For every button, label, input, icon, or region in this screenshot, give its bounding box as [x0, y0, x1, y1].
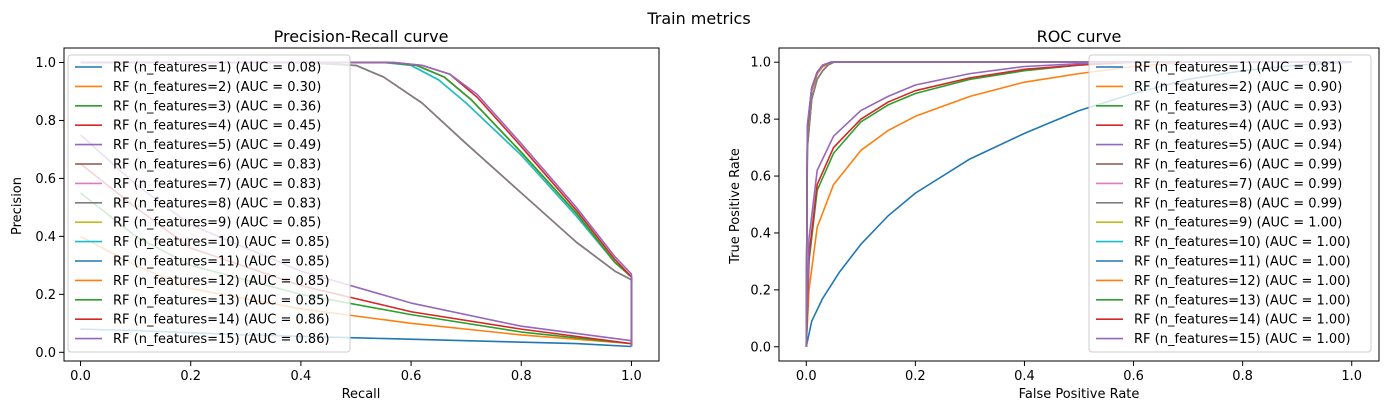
legend-entry: RF (n_features=11) (AUC = 0.85) [113, 255, 330, 270]
legend-entry: RF (n_features=12) (AUC = 0.85) [113, 274, 330, 289]
y-tick-label: 0.8 [35, 114, 56, 129]
legend-entry: RF (n_features=12) (AUC = 1.00) [1134, 274, 1351, 289]
legend-box [1088, 54, 1372, 353]
y-tick-label: 0.0 [35, 346, 56, 361]
roc-series [805, 61, 1352, 347]
x-tick-label: 0.6 [1123, 369, 1144, 384]
y-tick-label: 0.4 [750, 226, 771, 241]
roc-panel: ROC curve 0.0 0.2 0.4 0.6 0.8 1.0 0.0 0.2 0.4 0.6… [728, 27, 1380, 402]
legend-entry: RF (n_features=13) (AUC = 1.00) [1134, 293, 1351, 308]
series-line-4 [805, 61, 1352, 347]
x-tick-label: 0.2 [180, 369, 201, 384]
legend-entry: RF (n_features=5) (AUC = 0.94) [1134, 138, 1342, 153]
y-tick-label: 0.0 [750, 340, 771, 355]
series-line-15 [805, 61, 1352, 347]
legend-entry: RF (n_features=8) (AUC = 0.83) [113, 196, 321, 211]
legend-entry: RF (n_features=3) (AUC = 0.93) [1134, 99, 1342, 114]
legend-entry: RF (n_features=14) (AUC = 1.00) [1134, 313, 1351, 328]
legend-entry: RF (n_features=4) (AUC = 0.93) [1134, 119, 1342, 134]
x-tick-label: 0.4 [291, 369, 312, 384]
legend-entry: RF (n_features=2) (AUC = 0.30) [113, 80, 321, 95]
legend-entry: RF (n_features=3) (AUC = 0.36) [113, 99, 321, 114]
series-line-5 [805, 61, 1352, 347]
legend-entry: RF (n_features=11) (AUC = 1.00) [1134, 255, 1351, 270]
x-tick-label: 1.0 [621, 369, 642, 384]
x-tick-label: 0.4 [1014, 369, 1035, 384]
precision-recall-ticks: 0.0 0.2 0.4 0.6 0.8 1.0 0.0 0.2 0.4 0.6 0.8 1.0 [35, 56, 641, 384]
roc-legend: RF (n_features=1) (AUC = 0.81) RF (n_feat… [1088, 54, 1372, 353]
legend-entry: RF (n_features=2) (AUC = 0.90) [1134, 80, 1342, 95]
legend-entry: RF (n_features=6) (AUC = 0.83) [113, 158, 321, 173]
legend-entry: RF (n_features=13) (AUC = 0.85) [113, 293, 330, 308]
precision-recall-ylabel: Precision [10, 177, 25, 235]
y-tick-label: 0.2 [35, 288, 56, 303]
legend-entry: RF (n_features=10) (AUC = 0.85) [113, 235, 330, 250]
x-tick-label: 0.2 [905, 369, 926, 384]
legend-entry: RF (n_features=4) (AUC = 0.45) [113, 119, 321, 134]
roc-plot-area [778, 47, 1380, 362]
legend-entry: RF (n_features=9) (AUC = 0.85) [113, 216, 321, 231]
precision-recall-legend: RF (n_features=1) (AUC = 0.08) RF (n_feat… [67, 54, 351, 353]
precision-recall-plot-area [63, 47, 660, 362]
legend-entry: RF (n_features=1) (AUC = 0.08) [113, 61, 321, 76]
roc-ylabel: True Positive Rate [728, 148, 743, 265]
roc-xlabel: False Positive Rate [1019, 387, 1140, 402]
precision-recall-panel: Precision-Recall curve 0.0 0.2 0.4 0.6 0.8 1.… [10, 27, 660, 402]
x-tick-label: 0.0 [796, 369, 817, 384]
legend-entry: RF (n_features=14) (AUC = 0.86) [113, 313, 330, 328]
x-tick-label: 0.8 [511, 369, 532, 384]
legend-entry: RF (n_features=5) (AUC = 0.49) [113, 138, 321, 153]
y-tick-label: 1.0 [35, 56, 56, 71]
x-tick-label: 0.6 [401, 369, 422, 384]
legend-entry: RF (n_features=15) (AUC = 0.86) [113, 332, 330, 347]
precision-recall-title: Precision-Recall curve [274, 27, 449, 46]
figure-title: Train metrics [646, 9, 750, 28]
legend-entry: RF (n_features=15) (AUC = 1.00) [1134, 332, 1351, 347]
x-tick-label: 0.0 [70, 369, 91, 384]
legend-entry: RF (n_features=7) (AUC = 0.99) [1134, 177, 1342, 192]
y-tick-label: 0.6 [35, 172, 56, 187]
legend-box [67, 54, 351, 353]
y-tick-label: 1.0 [750, 56, 771, 71]
legend-entry: RF (n_features=6) (AUC = 0.99) [1134, 158, 1342, 173]
roc-title: ROC curve [1037, 27, 1122, 46]
y-tick-label: 0.8 [750, 113, 771, 128]
legend-entry: RF (n_features=10) (AUC = 1.00) [1134, 235, 1351, 250]
y-tick-label: 0.4 [35, 230, 56, 245]
legend-entry: RF (n_features=7) (AUC = 0.83) [113, 177, 321, 192]
y-tick-label: 0.2 [750, 283, 771, 298]
series-line-15 [80, 61, 633, 347]
x-tick-label: 0.8 [1232, 369, 1253, 384]
legend-entry: RF (n_features=8) (AUC = 0.99) [1134, 196, 1342, 211]
legend-entry: RF (n_features=9) (AUC = 1.00) [1134, 216, 1342, 231]
precision-recall-xlabel: Recall [342, 387, 381, 402]
y-tick-label: 0.6 [750, 170, 771, 185]
legend-entry: RF (n_features=1) (AUC = 0.81) [1134, 61, 1342, 76]
x-tick-label: 1.0 [1341, 369, 1362, 384]
roc-ticks: 0.0 0.2 0.4 0.6 0.8 1.0 0.0 0.2 0.4 0.6 0.8 1.0 [750, 56, 1362, 384]
